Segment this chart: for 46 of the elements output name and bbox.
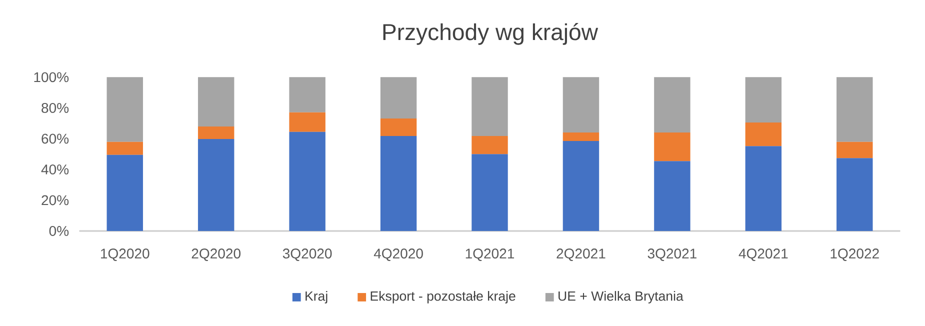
bar	[289, 112, 326, 132]
bar	[562, 77, 600, 133]
y-tick-label: 0%	[49, 226, 69, 236]
bar	[472, 154, 508, 231]
bar	[106, 142, 143, 155]
legend-label: Eksport - pozostałe kraje	[370, 291, 516, 304]
bar	[198, 126, 234, 140]
x-tick-label: 2Q2020	[192, 248, 240, 262]
bar	[289, 77, 326, 112]
bar	[654, 161, 690, 231]
bar	[106, 154, 143, 231]
bar	[654, 77, 690, 133]
y-tick-label: 40%	[41, 164, 69, 174]
bar	[836, 77, 873, 142]
bar	[654, 132, 690, 162]
x-tick-label: 4Q2021	[738, 248, 788, 262]
y-tick-label: 20%	[42, 195, 69, 206]
y-tick-label: 60%	[42, 134, 69, 144]
x-tick-label: 1Q2020	[100, 248, 150, 262]
x-tick-label: 3Q2021	[648, 248, 696, 262]
bar	[562, 132, 600, 142]
bar	[836, 158, 873, 231]
chart-title: Przychody wg krajów	[383, 23, 598, 45]
bar	[380, 77, 417, 119]
bar	[472, 77, 508, 136]
bar	[106, 77, 143, 142]
bar	[198, 139, 234, 231]
y-tick-label: 80%	[42, 102, 69, 113]
bar	[289, 132, 326, 231]
bar	[745, 77, 782, 123]
bar	[745, 146, 782, 231]
x-tick-label: 4Q2020	[374, 248, 423, 262]
x-tick-label: 2Q2021	[556, 248, 606, 262]
bar	[562, 141, 600, 231]
x-tick-label: 1Q2021	[466, 248, 514, 262]
legend-label: UE + Wielka Brytania	[558, 291, 684, 304]
bar	[836, 142, 873, 158]
bar	[745, 122, 782, 146]
bar	[380, 118, 417, 136]
x-tick-label: 1Q2022	[830, 248, 879, 262]
y-tick-label: 100%	[34, 72, 69, 82]
bar	[472, 136, 508, 154]
bar	[380, 136, 417, 231]
bar	[198, 77, 234, 127]
x-tick-label: 3Q2020	[282, 248, 332, 262]
legend-label: Kraj	[306, 291, 328, 304]
